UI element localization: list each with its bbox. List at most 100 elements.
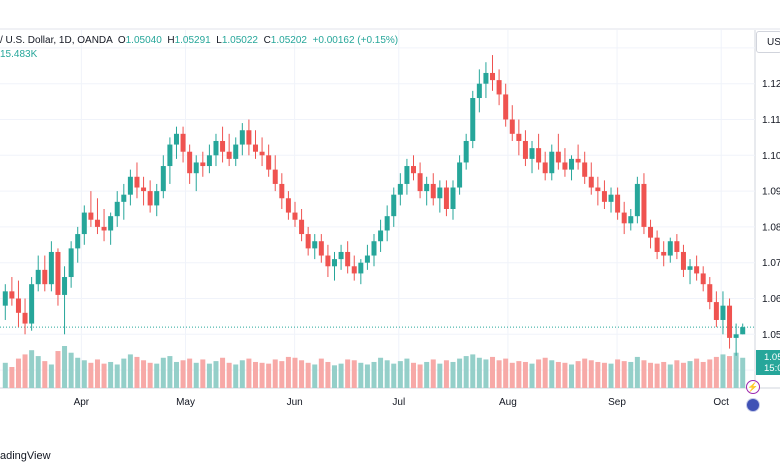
- y-tick-label: 1.10: [762, 151, 780, 162]
- candle-body: [167, 144, 173, 167]
- currency-unit-button[interactable]: USD: [756, 31, 780, 53]
- y-tick-label: 1.08: [762, 222, 780, 233]
- candle-body: [325, 255, 331, 267]
- candle-body: [226, 151, 232, 159]
- volume-bar: [266, 363, 272, 388]
- volume-bar: [180, 360, 186, 388]
- volume-bar: [147, 362, 153, 388]
- volume-bar: [417, 364, 423, 388]
- volume-bar: [299, 360, 305, 388]
- volume-bar: [364, 364, 370, 388]
- volume-bar: [345, 359, 351, 388]
- candle-body: [700, 273, 706, 285]
- candle-body: [246, 130, 252, 145]
- candle-body: [450, 187, 456, 209]
- y-tick-label: 1.06: [762, 294, 780, 305]
- volume-bar: [384, 360, 390, 388]
- y-tick-label: 1.05: [762, 330, 780, 341]
- candle-body: [220, 140, 226, 152]
- candle-body: [641, 183, 647, 227]
- lightning-icon[interactable]: ⚡: [746, 380, 760, 394]
- volume-bar: [424, 361, 430, 388]
- volume-value: 15.483K: [0, 49, 38, 60]
- volume-bar: [509, 362, 515, 388]
- candle-body: [378, 230, 384, 242]
- volume-bar: [648, 362, 654, 388]
- volume-bar: [733, 352, 739, 388]
- x-tick-label: Jun: [287, 397, 303, 408]
- volume-bar: [305, 362, 311, 388]
- candle-body: [595, 187, 601, 192]
- volume-bar: [641, 360, 647, 388]
- volume-bar: [154, 363, 160, 388]
- volume-bar: [740, 357, 746, 388]
- volume-bar: [62, 346, 68, 388]
- volume-bar: [272, 359, 278, 388]
- volume-bar: [582, 358, 588, 388]
- volume-bar: [127, 354, 133, 388]
- volume-bar: [48, 364, 54, 388]
- candlesticks: [2, 55, 746, 356]
- volume-bar: [351, 360, 357, 388]
- volume-bar: [720, 354, 726, 388]
- candle-body: [727, 305, 733, 338]
- time-axis: Apr May Jun Jul Aug Sep Oct: [74, 397, 730, 408]
- candle-body: [516, 133, 522, 141]
- volume-bar: [292, 357, 298, 388]
- volume-bar: [476, 357, 482, 388]
- volume-bar: [457, 358, 463, 388]
- volume-bar: [239, 360, 245, 388]
- candle-body: [575, 158, 581, 163]
- candle-body: [94, 219, 100, 227]
- candle-body: [55, 251, 61, 295]
- candle-body: [239, 130, 245, 145]
- volume-bar: [595, 361, 601, 388]
- candle-body: [233, 144, 239, 159]
- candle-body: [351, 266, 357, 274]
- candle-body: [48, 251, 54, 285]
- close-value: 1.05202: [270, 35, 307, 46]
- candle-body: [417, 173, 423, 192]
- candle-body: [424, 183, 430, 192]
- volume-bar: [15, 358, 21, 388]
- candle-body: [582, 162, 588, 177]
- candle-body: [180, 133, 186, 152]
- candle-body: [503, 94, 509, 120]
- candle-body: [318, 241, 324, 256]
- volume-bar: [628, 361, 634, 388]
- volume-bar: [22, 354, 28, 388]
- volume-bar: [621, 361, 627, 388]
- candle-body: [35, 269, 41, 285]
- volume-bar: [9, 367, 15, 388]
- candle-body: [654, 237, 660, 252]
- candle-body: [720, 305, 726, 320]
- volume-bar: [226, 362, 232, 388]
- candle-body: [312, 241, 318, 249]
- candle-body: [694, 266, 700, 274]
- candle-body: [285, 198, 291, 213]
- candle-body: [680, 251, 686, 270]
- brand-footer[interactable]: adingView: [0, 450, 51, 462]
- candle-body: [496, 80, 502, 95]
- candle-body: [141, 187, 147, 192]
- dot-icon[interactable]: [746, 398, 760, 412]
- volume-bar: [187, 358, 193, 388]
- candle-body: [661, 251, 667, 256]
- candle-body: [134, 176, 140, 188]
- volume-bars: [2, 346, 746, 388]
- volume-bar: [634, 356, 640, 388]
- close-label: C: [263, 35, 271, 46]
- y-tick-label: 1.12: [762, 79, 780, 90]
- volume-bar: [220, 357, 226, 388]
- volume-bar: [108, 361, 114, 388]
- candle-body: [621, 212, 627, 224]
- volume-bar: [167, 356, 173, 388]
- volume-bar: [503, 358, 509, 388]
- candle-body: [292, 212, 298, 220]
- candle-body: [200, 162, 206, 167]
- x-tick-label: Jul: [392, 397, 405, 408]
- candle-body: [404, 166, 410, 184]
- candle-body: [601, 191, 607, 202]
- candle-body: [667, 241, 673, 256]
